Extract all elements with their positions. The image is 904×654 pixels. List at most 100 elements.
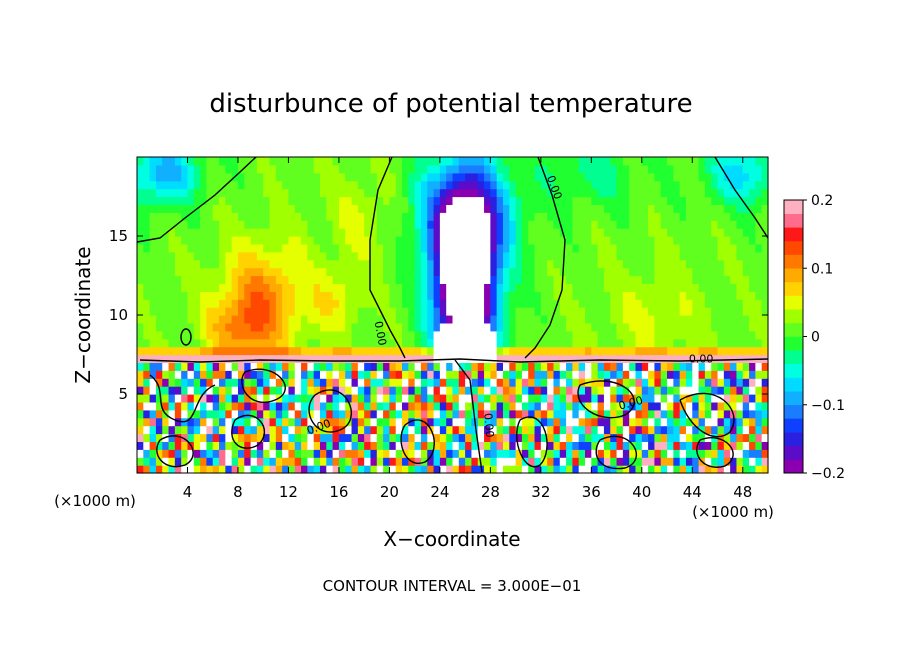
field-cell xyxy=(187,417,195,427)
field-cell xyxy=(294,259,302,269)
field-cell xyxy=(313,330,321,340)
field-cell xyxy=(319,370,327,379)
field-cell xyxy=(585,346,592,356)
field-cell xyxy=(313,243,321,253)
field-cell xyxy=(685,157,693,166)
field-cell xyxy=(433,259,441,269)
field-cell xyxy=(502,370,510,379)
field-cell xyxy=(547,196,555,205)
field-cell xyxy=(471,267,479,277)
field-cell xyxy=(629,243,637,253)
field-cell xyxy=(351,338,359,348)
field-cell xyxy=(174,267,182,277)
field-cell xyxy=(685,283,693,292)
field-cell xyxy=(219,465,226,474)
field-cell xyxy=(629,267,637,277)
field-cell xyxy=(496,330,504,340)
contour-line xyxy=(231,414,265,449)
field-cell xyxy=(616,465,624,474)
field-cell xyxy=(685,417,693,427)
field-cell xyxy=(465,441,473,450)
field-cell xyxy=(206,441,214,450)
field-cell xyxy=(149,275,157,284)
field-cell xyxy=(231,243,239,253)
field-cell xyxy=(704,370,712,379)
field-cell xyxy=(212,307,220,316)
field-cell xyxy=(578,417,586,427)
field-cell xyxy=(528,465,536,474)
field-cell xyxy=(736,425,744,435)
field-cell xyxy=(143,307,151,316)
field-cell xyxy=(622,228,630,237)
field-cell xyxy=(685,291,693,300)
field-cell xyxy=(193,164,201,174)
field-cell xyxy=(755,441,763,450)
field-cell xyxy=(383,425,390,435)
field-cell xyxy=(648,307,656,316)
field-cell xyxy=(547,315,555,324)
field-cell xyxy=(250,236,258,245)
contour-line xyxy=(308,389,352,433)
field-cell xyxy=(667,449,674,458)
field-cell xyxy=(509,322,517,332)
field-cell xyxy=(749,228,756,237)
field-cell xyxy=(490,362,498,371)
field-cell xyxy=(439,196,447,205)
field-cell xyxy=(414,204,422,213)
field-cell xyxy=(711,417,719,427)
field-cell xyxy=(622,196,630,205)
field-cell xyxy=(660,157,668,166)
field-cell xyxy=(603,394,611,403)
field-cell xyxy=(408,409,416,419)
field-cell xyxy=(313,409,321,419)
field-cell xyxy=(711,188,719,198)
field-cell xyxy=(667,188,674,198)
field-cell xyxy=(357,330,365,340)
field-cell xyxy=(603,220,611,229)
field-cell xyxy=(597,409,605,419)
field-cell xyxy=(572,425,580,435)
field-cell xyxy=(370,449,378,458)
field-cell xyxy=(641,283,649,292)
field-cell xyxy=(433,220,441,229)
field-cell xyxy=(269,220,277,229)
field-cell xyxy=(275,188,283,198)
field-cell xyxy=(219,251,226,261)
field-cell xyxy=(515,283,523,292)
field-cell xyxy=(282,322,290,332)
field-cell xyxy=(730,188,738,198)
field-cell xyxy=(345,401,353,411)
field-cell xyxy=(711,228,719,237)
field-cell xyxy=(225,425,233,435)
field-cell xyxy=(597,330,605,340)
field-cell xyxy=(351,330,359,340)
field-cell xyxy=(521,370,529,379)
field-cell xyxy=(345,299,353,308)
field-cell xyxy=(402,338,409,348)
field-cell xyxy=(351,251,359,261)
field-cell xyxy=(490,425,498,435)
field-cell xyxy=(414,164,422,174)
field-cell xyxy=(383,394,390,403)
field-cell xyxy=(137,307,144,316)
x-tick-label: 4 xyxy=(183,483,193,501)
field-cell xyxy=(477,394,485,403)
field-cell xyxy=(610,315,618,324)
field-cell xyxy=(231,307,239,316)
field-cell xyxy=(578,180,586,190)
field-cell xyxy=(667,259,674,269)
field-cell xyxy=(553,228,561,237)
field-cell xyxy=(212,251,220,261)
field-cell xyxy=(648,291,656,300)
field-cell xyxy=(528,322,536,332)
field-cell xyxy=(212,220,220,229)
field-cell xyxy=(660,370,668,379)
field-cell xyxy=(471,338,479,348)
field-cell xyxy=(509,362,517,371)
field-cell xyxy=(263,465,271,474)
field-cell xyxy=(458,378,466,387)
field-cell xyxy=(553,243,561,253)
field-cell xyxy=(559,338,567,348)
field-cell xyxy=(603,322,611,332)
field-cell xyxy=(395,433,403,442)
